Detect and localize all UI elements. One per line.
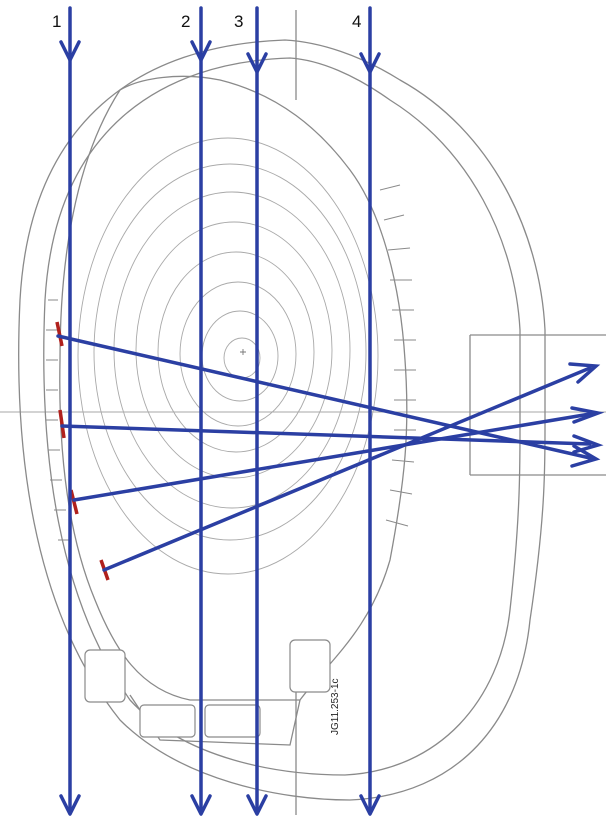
los-h-1 <box>56 334 592 460</box>
arrowhead-v3-bottom <box>246 794 268 816</box>
tile-marker-3 <box>69 489 79 515</box>
figure-code: JG11.253-1c <box>330 678 341 735</box>
arrowhead-h-4 <box>568 362 601 384</box>
los-h-4 <box>102 366 592 572</box>
arrowhead-v3-top <box>246 52 268 74</box>
chord-label-1: 1 <box>52 12 62 31</box>
arrowhead-v4-top <box>359 52 381 74</box>
arrowhead-v2-bottom <box>190 794 212 816</box>
arrowhead-v1-top <box>59 40 81 62</box>
first-wall-inner <box>59 75 408 701</box>
inner-vessel-wall <box>43 57 521 776</box>
chord-label-2: 2 <box>181 12 191 31</box>
tile-markers <box>55 321 110 581</box>
outer-vessel-wall <box>18 39 546 801</box>
horizontal-port <box>469 334 606 476</box>
los-h-3 <box>72 412 592 502</box>
divertor-coils <box>84 639 331 738</box>
arrowhead-v4-bottom <box>359 794 381 816</box>
tile-marker-1 <box>55 321 64 347</box>
horizontal-lines-of-sight <box>56 334 592 572</box>
los-h-2 <box>60 424 592 446</box>
wall-tiles <box>46 184 416 541</box>
vertical-arrowheads <box>59 40 381 816</box>
arrowhead-h-3 <box>570 406 605 424</box>
tile-marker-2 <box>58 409 66 439</box>
chord-label-4: 4 <box>352 12 362 31</box>
flux-surfaces <box>77 137 379 575</box>
vessel-structure <box>0 10 606 815</box>
vertical-lines-of-sight <box>68 6 372 814</box>
arrowhead-h-2 <box>572 434 604 454</box>
chord-label-3: 3 <box>234 12 244 31</box>
arrowhead-v2-top <box>190 40 212 62</box>
horizontal-arrowheads <box>568 362 605 468</box>
arrowhead-v1-bottom <box>59 794 81 816</box>
